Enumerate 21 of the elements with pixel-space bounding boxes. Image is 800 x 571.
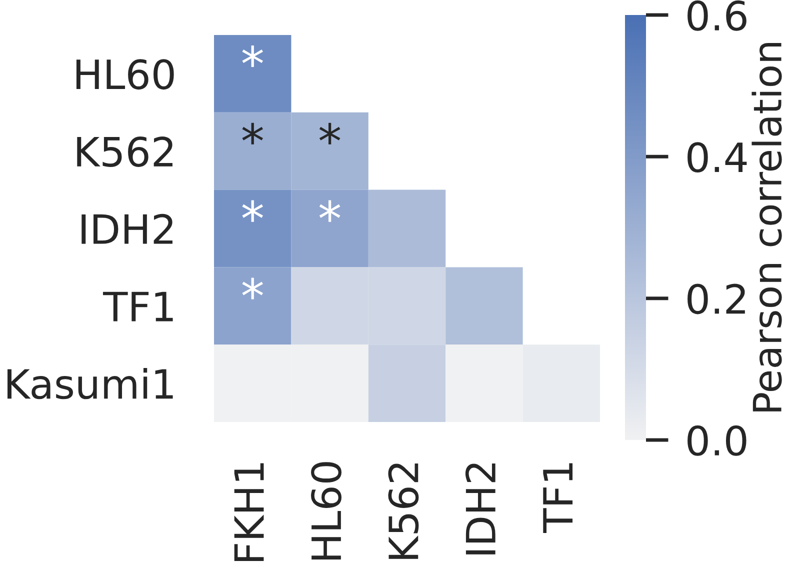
data-label: *	[242, 122, 263, 144]
data-label: *	[242, 200, 263, 222]
data-label: *	[242, 45, 263, 68]
color-bar-label: 0.6	[688, 0, 746, 31]
y-tick-label: HL60	[76, 59, 174, 90]
x-tick-label: FKH1	[234, 463, 264, 562]
color-bar-label: 0.0	[688, 425, 746, 456]
y-tick-label: IDH2	[82, 214, 172, 244]
color-bar-label: 0.2	[688, 284, 745, 314]
data-label: *	[242, 278, 263, 300]
color-bar-title: Pearson correlation	[752, 43, 782, 412]
x-tick-label: IDH2	[465, 464, 496, 554]
data-label: *	[319, 122, 340, 144]
data-label: *	[319, 200, 340, 222]
x-tick-label: K562	[388, 464, 419, 559]
x-tick-label: TF1	[543, 463, 573, 534]
y-tick-label: K562	[77, 136, 172, 167]
y-tick-label: TF1	[102, 292, 173, 322]
y-tick-label: Kasumi1	[8, 368, 173, 400]
x-tick-label: HL60	[311, 462, 342, 560]
color-bar-label: 0.4	[688, 142, 747, 173]
